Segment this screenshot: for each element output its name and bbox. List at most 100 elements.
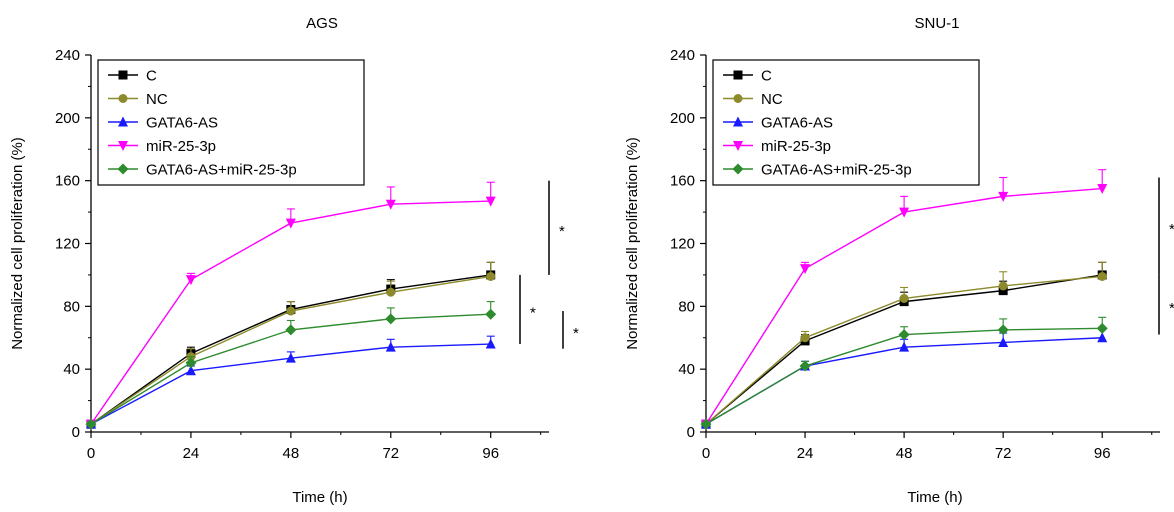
data-point [899,293,909,303]
legend-marker [733,70,743,80]
x-tick-label: 24 [183,445,200,462]
series-gata6-as-mir-25-3p [700,316,1108,430]
y-tick-label: 240 [55,47,80,64]
data-point [185,357,197,369]
x-tick-label: 96 [1094,445,1111,462]
data-point [998,336,1009,347]
significance-star: * [530,304,536,321]
data-point [385,313,397,325]
data-point [799,360,811,372]
series-gata6-as [86,335,496,429]
significance-star: * [1169,221,1174,238]
x-tick-label: 24 [797,445,814,462]
y-tick-label: 0 [687,424,695,441]
legend-label: miR-25-3p [146,138,216,155]
data-point [185,365,196,376]
data-point [898,329,910,341]
x-tick-label: 72 [995,445,1012,462]
data-point [286,306,296,316]
y-tick-label: 40 [678,361,695,378]
y-tick-label: 120 [55,236,80,253]
data-point [486,271,496,281]
y-tick-label: 120 [670,236,695,253]
chart-title: AGS [306,15,338,32]
legend-label: GATA6-AS+miR-25-3p [761,162,912,179]
legend-marker [733,141,743,151]
significance-star: * [559,223,565,240]
x-axis-label: Time (h) [292,489,347,506]
y-axis-label: Normalized cell proliferation (%) [9,137,26,350]
legend-label: GATA6-AS [146,115,218,132]
data-point [997,324,1009,336]
y-axis-label: Normalized cell proliferation (%) [624,137,641,350]
data-point [998,281,1008,291]
legend-label: GATA6-AS+miR-25-3p [146,162,297,179]
data-point [1096,322,1108,334]
data-point [285,324,297,336]
legend-label: C [146,68,157,85]
chart-title: SNU-1 [914,15,959,32]
y-tick-label: 80 [63,298,80,315]
legend-box [712,59,980,186]
chart-panel-2: SNU-1 0 24 48 72 96 0 40 80 120 160 200 240 Time (h) N… [624,15,1174,506]
legend-marker [118,94,128,103]
data-point [998,286,1008,296]
y-tick-label: 160 [670,173,695,190]
data-point [85,418,97,430]
data-point [386,287,396,297]
data-point [285,352,296,363]
data-point [800,264,811,275]
data-point [485,308,497,320]
data-point [385,199,396,210]
legend-label: NC [761,91,783,108]
legend-label: GATA6-AS [761,115,833,132]
y-tick-label: 40 [63,361,80,378]
data-point [1097,184,1108,195]
x-tick-label: 0 [702,445,710,462]
legend-box [97,59,365,186]
legend-marker [733,94,743,103]
data-point [1097,271,1107,281]
data-point [1097,332,1108,343]
significance-star: * [573,325,579,342]
data-point [899,341,910,352]
data-point [185,275,196,286]
y-tick-label: 80 [678,298,695,315]
legend-label: miR-25-3p [761,138,831,155]
x-tick-label: 0 [87,445,95,462]
data-point [998,191,1009,202]
data-point [485,338,496,349]
series-gata6-as [701,327,1108,429]
data-point [899,207,910,218]
legend-label: C [761,68,772,85]
y-tick-label: 240 [670,47,695,64]
y-tick-label: 200 [670,110,695,127]
legend-marker [732,163,744,175]
significance-star: * [1169,300,1174,317]
data-point [800,333,810,343]
data-point [385,341,396,352]
x-tick-label: 48 [283,445,300,462]
y-tick-label: 0 [72,424,80,441]
x-tick-label: 96 [482,445,499,462]
x-tick-label: 48 [896,445,913,462]
legend-label: NC [146,91,168,108]
x-tick-label: 72 [382,445,399,462]
data-point [485,196,496,207]
data-point [285,218,296,229]
y-tick-label: 200 [55,110,80,127]
legend-marker [733,116,743,127]
series-line [90,274,491,425]
chart-panel-1: AGS 0 24 48 72 96 0 40 80 120 160 200 240 Time (h) Nor… [9,15,579,506]
y-tick-label: 160 [55,173,80,190]
series-line [90,275,491,425]
x-axis-label: Time (h) [907,489,962,506]
series-gata6-as-mir-25-3p [85,301,497,430]
legend-marker [118,141,128,151]
legend-marker [117,163,129,175]
legend-marker [118,116,128,127]
legend: C NC GATA6-AS miR-25-3p GATA6-AS+miR-25-3p [712,59,980,186]
data-point [700,418,712,430]
legend-marker [118,70,128,80]
